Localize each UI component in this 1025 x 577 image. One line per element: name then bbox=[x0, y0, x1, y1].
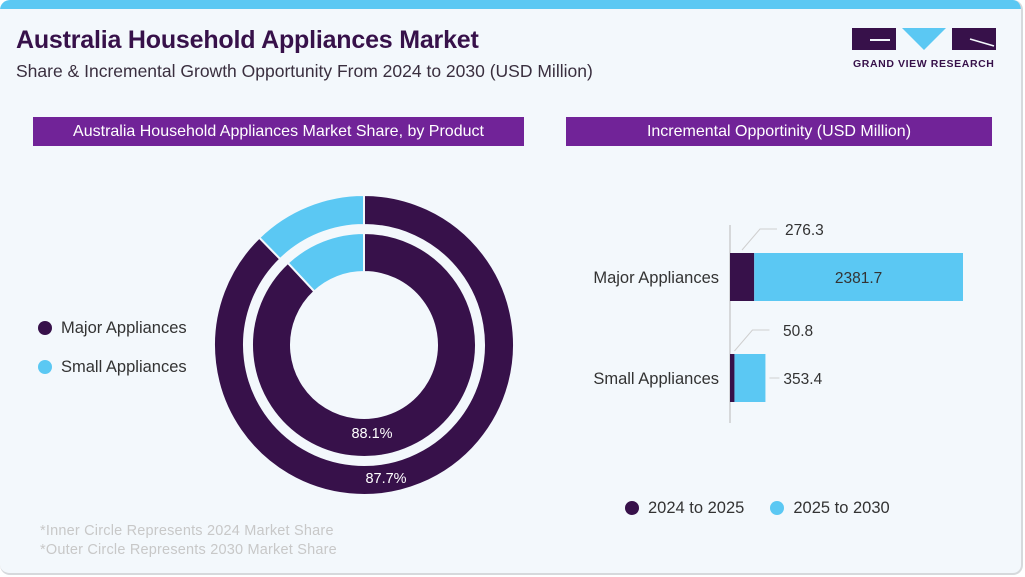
legend-swatch-2025-2030 bbox=[770, 501, 785, 515]
opportunity-bar-chart: Major Appliances 276.3 2381.7 Small Applian… bbox=[593, 222, 963, 423]
legend-label: Major Appliances bbox=[61, 318, 187, 337]
legend-label: 2024 to 2025 bbox=[648, 498, 745, 517]
bar-major-2025-2030 bbox=[754, 253, 963, 301]
donut-label-inner: 88.1% bbox=[351, 426, 392, 442]
category-label-major: Major Appliances bbox=[593, 269, 719, 287]
donut-slice-outer-small bbox=[257, 193, 365, 261]
data-label-small-2024-2025: 50.8 bbox=[783, 323, 813, 340]
donut-slice-inner-small bbox=[286, 231, 365, 293]
legend-item-2025-2030: 2025 to 2030 bbox=[770, 498, 890, 518]
opportunity-panel-header: Incremental Opportinity (USD Million) bbox=[566, 117, 992, 146]
data-label-small-2025-2030: 353.4 bbox=[783, 371, 822, 388]
bar-major-2024-2025 bbox=[730, 253, 755, 301]
page-title: Australia Household Appliances Market bbox=[16, 26, 479, 54]
donut-legend: Major Appliances Small Appliances bbox=[38, 318, 187, 396]
legend-swatch-small bbox=[38, 360, 52, 374]
accent-top-bar bbox=[0, 0, 1021, 9]
legend-swatch-major bbox=[38, 321, 52, 335]
bar-small-2025-2030 bbox=[734, 354, 766, 402]
legend-item-2024-2025: 2024 to 2025 bbox=[625, 498, 744, 518]
legend-label: 2025 to 2030 bbox=[793, 498, 890, 517]
legend-item-major: Major Appliances bbox=[38, 318, 187, 338]
brand-name: GRAND VIEW RESEARCH bbox=[853, 58, 995, 70]
data-label-major-2025-2030: 2381.7 bbox=[835, 270, 882, 287]
data-label-major-2024-2025: 276.3 bbox=[785, 222, 824, 239]
page-subtitle: Share & Incremental Growth Opportunity F… bbox=[16, 61, 593, 81]
category-label-small: Small Appliances bbox=[593, 370, 719, 388]
footnote-outer-circle: *Outer Circle Represents 2030 Market Sha… bbox=[40, 542, 337, 558]
legend-swatch-2024-2025 bbox=[625, 501, 639, 515]
legend-label: Small Appliances bbox=[61, 357, 187, 376]
footnote-inner-circle: *Inner Circle Represents 2024 Market Sha… bbox=[40, 523, 334, 539]
donut-slice-outer-major bbox=[213, 193, 515, 496]
bar-small-2024-2025 bbox=[730, 354, 735, 402]
share-panel-header: Australia Household Appliances Market Sh… bbox=[33, 117, 524, 146]
donut-slice-inner-major bbox=[251, 231, 477, 458]
callout-line-small-2024-2025 bbox=[734, 329, 770, 352]
callout-line-major-2024-2025 bbox=[741, 228, 777, 251]
donut-label-outer: 87.7% bbox=[365, 471, 406, 487]
legend-item-small: Small Appliances bbox=[38, 357, 187, 377]
brand-logo-icon bbox=[852, 28, 996, 50]
share-donut-chart: 88.1% 87.7% bbox=[213, 193, 515, 496]
bar-legend: 2024 to 2025 2025 to 2030 bbox=[625, 498, 916, 518]
